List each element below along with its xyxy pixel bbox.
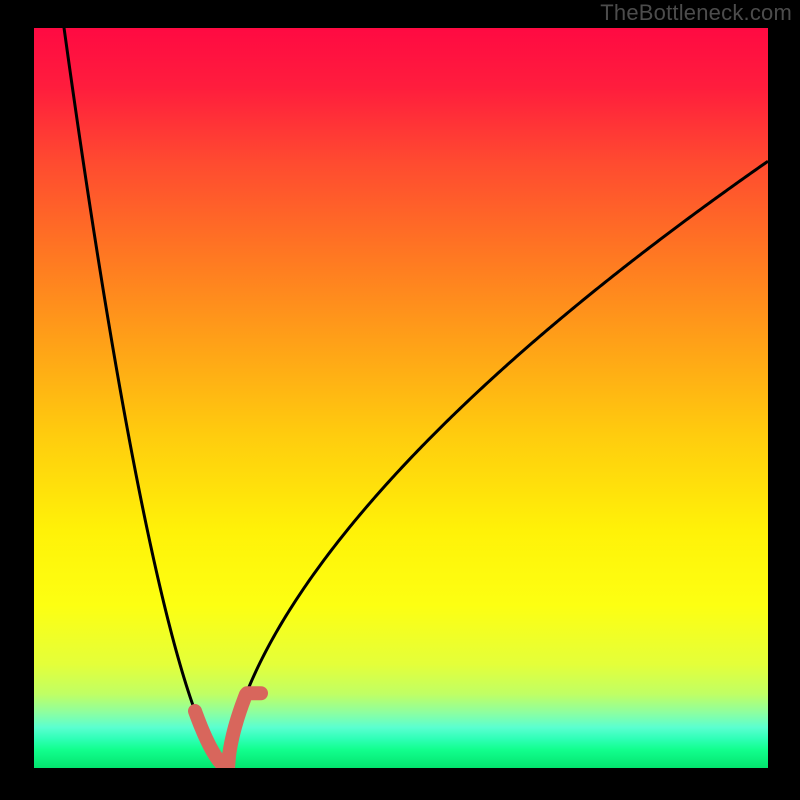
chart-svg: [34, 28, 768, 768]
chart-background: [34, 28, 768, 768]
watermark-text: TheBottleneck.com: [600, 0, 792, 26]
chart-frame: [34, 28, 768, 768]
